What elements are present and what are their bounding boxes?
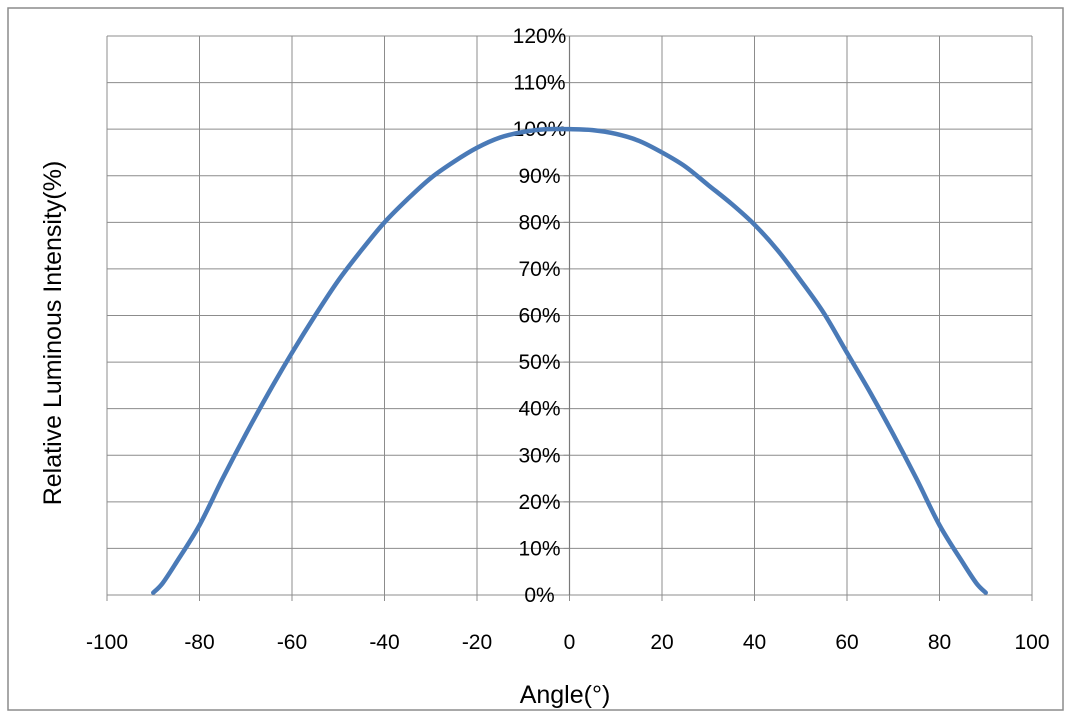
y-tick-label: 90% — [518, 165, 560, 188]
x-tick-label: 40 — [743, 631, 766, 654]
x-tick-label: -80 — [184, 631, 214, 654]
y-tick-label: 60% — [518, 305, 560, 328]
y-tick-label: 80% — [518, 211, 560, 234]
chart-border — [7, 7, 1064, 711]
x-tick-label: -40 — [369, 631, 399, 654]
x-tick-labels: -100 -80 -60 -40 -20 0 20 40 60 80 100 — [86, 631, 1050, 654]
y-tick-label: 30% — [518, 444, 560, 467]
series-line-0 — [151, 126, 988, 595]
y-tick-label: 40% — [518, 398, 560, 421]
x-tick-label: 20 — [650, 631, 673, 654]
x-tick-label: 0 — [564, 631, 576, 654]
y-tick-label: 50% — [518, 351, 560, 374]
x-tick-label: 80 — [928, 631, 951, 654]
y-tick-label: 10% — [518, 537, 560, 560]
x-tick-label: -20 — [462, 631, 492, 654]
y-axis-title: Relative Luminous Intensity(%) — [39, 161, 67, 506]
y-tick-label: 20% — [518, 491, 560, 514]
x-tick-label: 100 — [1014, 631, 1049, 654]
y-tick-label: 70% — [518, 258, 560, 281]
x-tick-label: -100 — [86, 631, 128, 654]
x-tick-label: 60 — [835, 631, 858, 654]
y-tick-label: 120% — [513, 25, 567, 48]
y-tick-label: 0% — [524, 584, 554, 607]
series-group — [151, 126, 988, 595]
y-tick-label: 110% — [513, 72, 565, 95]
x-tick-label: -60 — [277, 631, 307, 654]
x-axis-title: Angle(°) — [520, 681, 611, 709]
